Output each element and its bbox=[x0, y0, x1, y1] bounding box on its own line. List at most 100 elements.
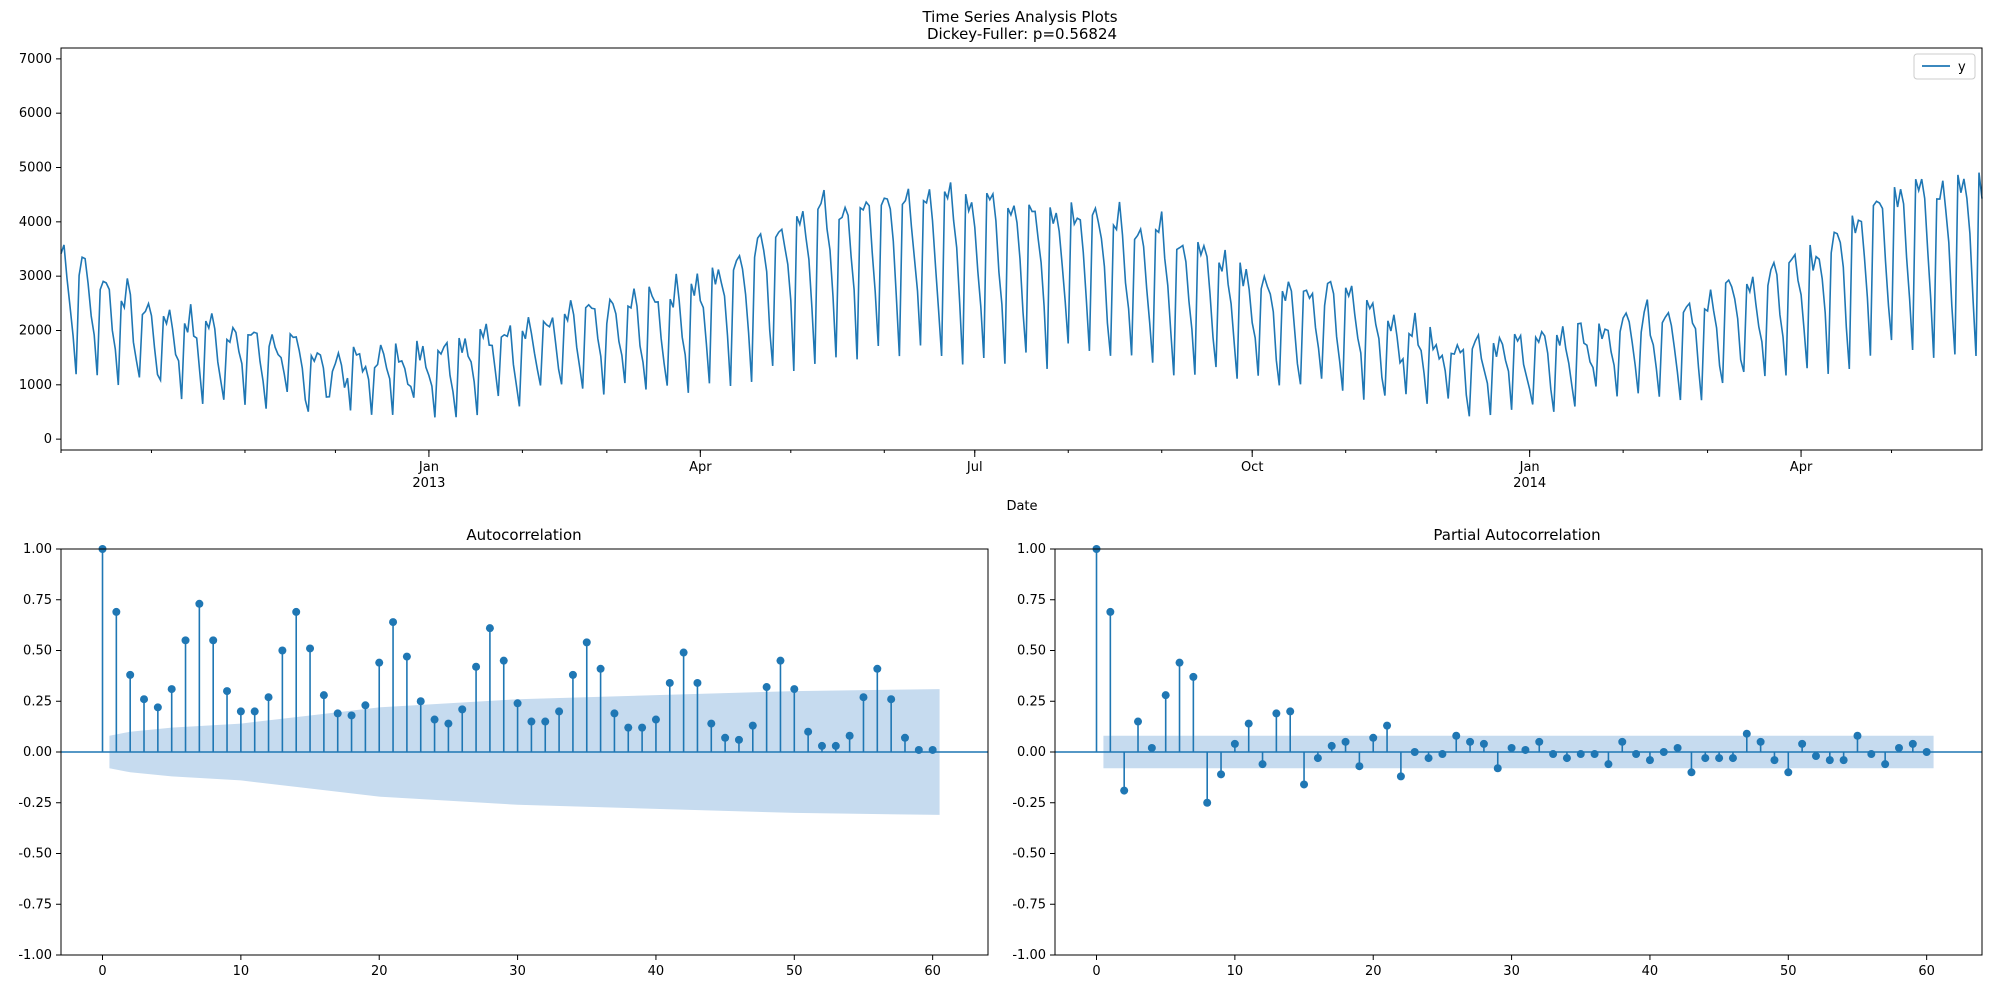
stem-marker bbox=[236, 707, 245, 716]
stem-marker bbox=[1258, 760, 1267, 769]
stem-marker bbox=[831, 741, 840, 750]
stem-marker bbox=[555, 707, 564, 716]
stem-marker bbox=[195, 599, 204, 608]
stem-marker bbox=[499, 656, 508, 665]
y-tick-label: 1.00 bbox=[23, 542, 52, 557]
y-tick-label: 0.50 bbox=[1017, 644, 1046, 659]
stem-marker bbox=[1853, 731, 1862, 740]
x-tick-label: Oct bbox=[1241, 460, 1263, 475]
stem-marker bbox=[375, 658, 384, 667]
stem-marker bbox=[1701, 754, 1710, 763]
stem-marker bbox=[845, 731, 854, 740]
stem-marker bbox=[748, 721, 757, 730]
stem-marker bbox=[1106, 607, 1115, 616]
stem-marker bbox=[665, 678, 674, 687]
timeseries-xlabel: Date bbox=[1006, 499, 1037, 514]
stem-marker bbox=[319, 691, 328, 700]
x-tick-label: Jul bbox=[966, 460, 983, 475]
pacf-panel: Partial Autocorrelation -1.00 -0.75 -0.50 -… bbox=[1012, 526, 1983, 979]
x-tick-label: 20 bbox=[1365, 964, 1382, 979]
stem-marker bbox=[541, 717, 550, 726]
y-tick-label: 6000 bbox=[19, 106, 52, 121]
x-tick-sublabel: 2014 bbox=[1513, 476, 1546, 491]
x-tick-label: Apr bbox=[1790, 460, 1813, 475]
stem-marker bbox=[444, 719, 453, 728]
y-tick-label: -0.50 bbox=[1012, 847, 1046, 862]
x-tick-sublabel: 2013 bbox=[412, 476, 445, 491]
stem-marker bbox=[900, 733, 909, 742]
series-line-y bbox=[60, 172, 1983, 418]
stem-marker bbox=[250, 707, 259, 716]
stem-marker bbox=[1687, 768, 1696, 777]
stem-marker bbox=[1507, 743, 1516, 752]
y-tick-label: 0.00 bbox=[1017, 745, 1046, 760]
legend-label-y: y bbox=[1958, 60, 1966, 75]
x-tick-label: 0 bbox=[1092, 964, 1100, 979]
stem-marker bbox=[596, 664, 605, 673]
stem-marker bbox=[1161, 691, 1170, 700]
x-tick-label: 60 bbox=[1918, 964, 1935, 979]
x-tick-label: 10 bbox=[1227, 964, 1244, 979]
stem-marker bbox=[1576, 750, 1585, 759]
x-tick-label: Jan bbox=[1519, 460, 1540, 475]
pacf-title: Partial Autocorrelation bbox=[1433, 526, 1600, 544]
stem-marker bbox=[887, 695, 896, 704]
y-tick-label: 0.25 bbox=[1017, 694, 1046, 709]
stem-marker bbox=[721, 733, 730, 742]
stem-marker bbox=[402, 652, 411, 661]
x-tick-label: 20 bbox=[371, 964, 388, 979]
stem-marker bbox=[1203, 798, 1212, 807]
stem-marker bbox=[928, 745, 937, 754]
stem-marker bbox=[1355, 762, 1364, 771]
stem-marker bbox=[1604, 760, 1613, 769]
x-tick-label: 0 bbox=[98, 964, 106, 979]
stem-marker bbox=[1645, 756, 1654, 765]
stem-marker bbox=[1632, 750, 1641, 759]
stem-marker bbox=[153, 703, 162, 712]
timeseries-axes-frame bbox=[60, 47, 1983, 451]
stem-marker bbox=[1147, 743, 1156, 752]
stem-marker bbox=[264, 693, 273, 702]
stem-marker bbox=[458, 705, 467, 714]
y-tick-label: 1.00 bbox=[1017, 542, 1046, 557]
stem-marker bbox=[1120, 786, 1129, 795]
stem-marker bbox=[1811, 752, 1820, 761]
stem-marker bbox=[1618, 737, 1627, 746]
stem-marker bbox=[1535, 737, 1544, 746]
stem-marker bbox=[1715, 754, 1724, 763]
stem-marker bbox=[776, 656, 785, 665]
acf-panel: Autocorrelation -1.00 -0.75 -0.50 -0.25 0.00… bbox=[18, 526, 989, 979]
x-tick-label: 40 bbox=[1642, 964, 1659, 979]
stem-marker bbox=[651, 715, 660, 724]
stem-marker bbox=[1756, 737, 1765, 746]
x-tick-label: Jan bbox=[418, 460, 439, 475]
y-tick-label: 0 bbox=[44, 432, 52, 447]
y-tick-label: 5000 bbox=[19, 161, 52, 176]
stem-marker bbox=[1908, 739, 1917, 748]
figure-title: Time Series Analysis Plots bbox=[921, 8, 1117, 26]
stem-marker bbox=[181, 636, 190, 645]
y-tick-label: 2000 bbox=[19, 323, 52, 338]
y-tick-label: 0.25 bbox=[23, 694, 52, 709]
stem-marker bbox=[707, 719, 716, 728]
stem-marker bbox=[873, 664, 882, 673]
stem-marker bbox=[1562, 754, 1571, 763]
y-tick-label: -0.75 bbox=[18, 897, 52, 912]
stem-marker bbox=[1742, 729, 1751, 738]
stem-marker bbox=[389, 618, 398, 627]
stem-marker bbox=[1189, 672, 1198, 681]
stem-marker bbox=[1300, 780, 1309, 789]
stem-marker bbox=[527, 717, 536, 726]
x-tick-label: 10 bbox=[233, 964, 250, 979]
legend: y bbox=[1913, 53, 1976, 80]
stem-marker bbox=[1825, 756, 1834, 765]
stem-marker bbox=[1479, 739, 1488, 748]
x-tick-label: 60 bbox=[924, 964, 941, 979]
stem-marker bbox=[416, 697, 425, 706]
stem-marker bbox=[1134, 717, 1143, 726]
stem-marker bbox=[112, 607, 121, 616]
stem-marker bbox=[1784, 768, 1793, 777]
stem-marker bbox=[1217, 770, 1226, 779]
